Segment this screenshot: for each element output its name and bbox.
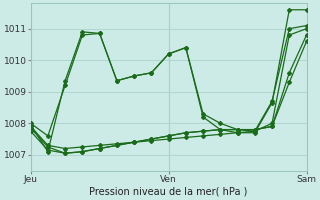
X-axis label: Pression niveau de la mer( hPa ): Pression niveau de la mer( hPa ) — [89, 187, 248, 197]
